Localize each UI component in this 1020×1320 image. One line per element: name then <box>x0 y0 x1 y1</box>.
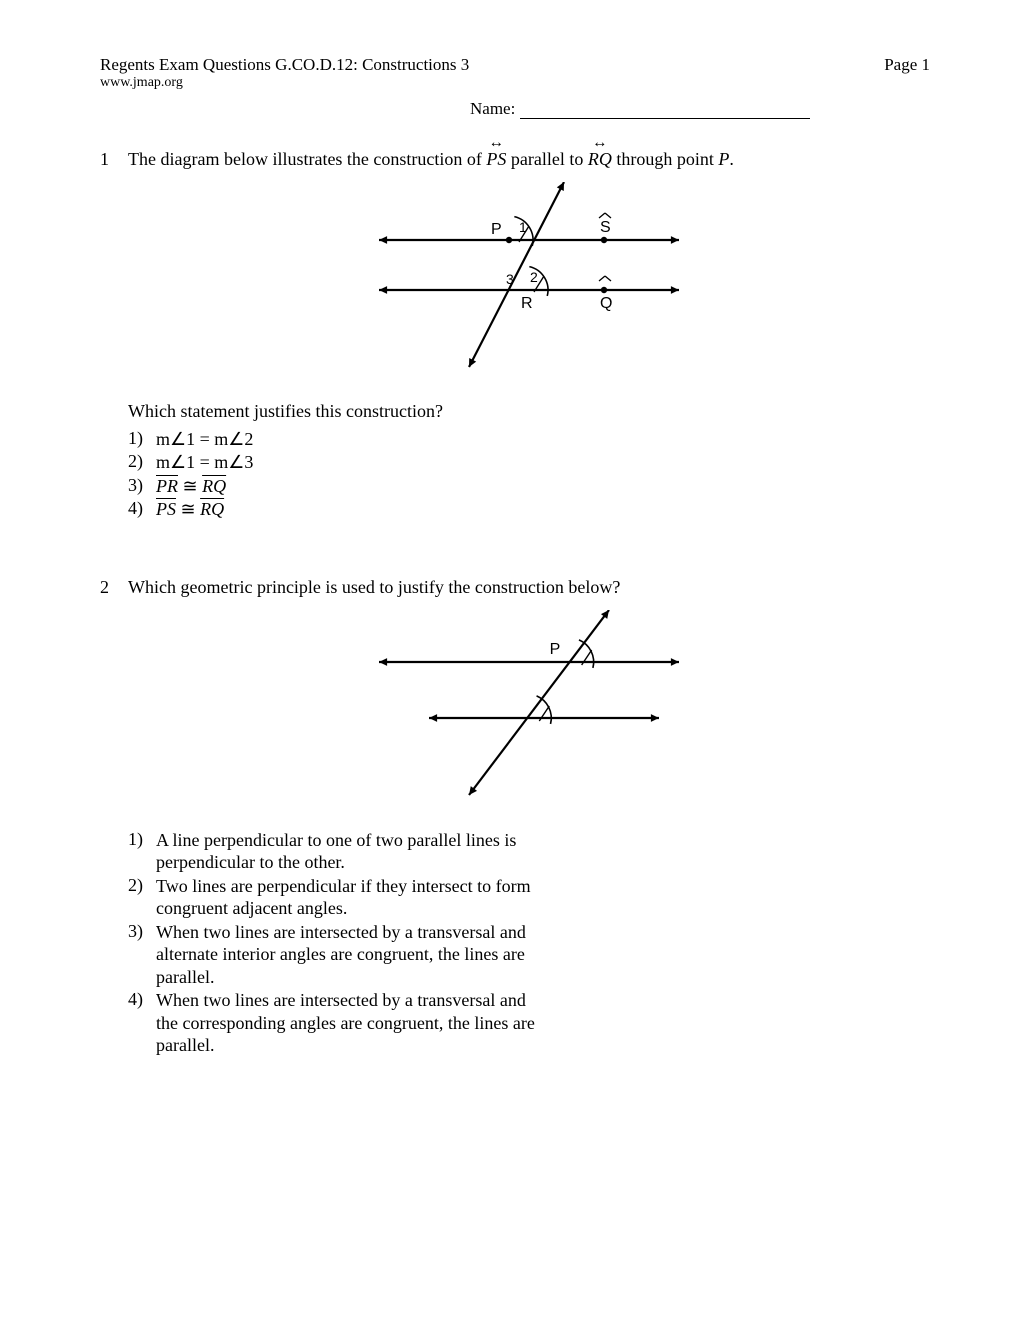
q2-choice-4: 4) When two lines are intersected by a t… <box>128 989 548 1057</box>
q1-c4-b: RQ <box>200 499 224 519</box>
q2-c1-num: 1) <box>128 829 156 850</box>
q2-choice-3: 3) When two lines are intersected by a t… <box>128 921 548 989</box>
q2-body: Which geometric principle is used to jus… <box>128 577 930 1058</box>
svg-text:P: P <box>550 641 561 658</box>
header-site: www.jmap.org <box>100 75 469 91</box>
name-label: Name: <box>470 99 515 118</box>
q2-choice-2: 2) Two lines are perpendicular if they i… <box>128 875 548 920</box>
header-title: Regents Exam Questions G.CO.D.12: Constr… <box>100 55 469 75</box>
q1-c4-a: PS <box>156 499 176 519</box>
svg-text:1: 1 <box>519 219 527 235</box>
q1-c3-mid: ≅ <box>178 476 202 496</box>
q1-choice-4: 4) PS ≅ RQ <box>128 498 548 521</box>
q2-c4-num: 4) <box>128 989 156 1010</box>
header-left: Regents Exam Questions G.CO.D.12: Constr… <box>100 55 469 91</box>
svg-text:2: 2 <box>530 269 538 285</box>
q1-c2-num: 2) <box>128 451 156 472</box>
q1-c4-text: PS ≅ RQ <box>156 498 548 521</box>
q1-pointP: P <box>718 149 729 169</box>
q2-choices: 1) A line perpendicular to one of two pa… <box>128 829 930 1057</box>
q1-svg: P S R Q 1 23 <box>349 182 709 382</box>
q2-c3-num: 3) <box>128 921 156 942</box>
q1-c2-text: m∠1 = m∠3 <box>156 451 548 474</box>
q2-c3-text: When two lines are intersected by a tran… <box>156 921 548 989</box>
q1-c4-num: 4) <box>128 498 156 519</box>
q2-stem: Which geometric principle is used to jus… <box>128 577 930 598</box>
q2-c1-text: A line perpendicular to one of two paral… <box>156 829 548 874</box>
svg-text:Q: Q <box>600 295 612 312</box>
q1-PS: PS <box>486 149 506 170</box>
q1-choice-3: 3) PR ≅ RQ <box>128 475 548 498</box>
name-line: Name: <box>100 99 930 119</box>
q2-c2-num: 2) <box>128 875 156 896</box>
svg-text:P: P <box>491 221 502 238</box>
q1-stem-end: . <box>729 149 734 169</box>
q1-stem-mid: parallel to <box>506 149 587 169</box>
q2-choice-1: 1) A line perpendicular to one of two pa… <box>128 829 548 874</box>
q1-c3-a: PR <box>156 476 178 496</box>
svg-text:S: S <box>600 219 611 236</box>
page-header: Regents Exam Questions G.CO.D.12: Constr… <box>100 55 930 91</box>
q1-prompt: Which statement justifies this construct… <box>128 401 930 422</box>
q1-stem-post: through point <box>612 149 719 169</box>
q2-c4-text: When two lines are intersected by a tran… <box>156 989 548 1057</box>
q1-stem-pre: The diagram below illustrates the constr… <box>128 149 486 169</box>
q1-body: The diagram below illustrates the constr… <box>128 149 930 522</box>
q1-c1-num: 1) <box>128 428 156 449</box>
q2-number: 2 <box>100 577 128 598</box>
q1-stem: The diagram below illustrates the constr… <box>128 149 930 170</box>
q2-svg: P <box>349 610 709 810</box>
question-1: 1 The diagram below illustrates the cons… <box>100 149 930 522</box>
q2-figure: P <box>128 610 930 815</box>
q1-number: 1 <box>100 149 128 170</box>
q1-RQ: RQ <box>588 149 612 170</box>
q2-c2-text: Two lines are perpendicular if they inte… <box>156 875 548 920</box>
q1-c3-text: PR ≅ RQ <box>156 475 548 498</box>
q1-c3-b: RQ <box>202 476 226 496</box>
svg-text:R: R <box>521 295 533 312</box>
q1-choice-2: 2) m∠1 = m∠3 <box>128 451 548 474</box>
q1-choices: 1) m∠1 = m∠2 2) m∠1 = m∠3 3) PR ≅ RQ 4) <box>128 428 930 521</box>
q1-choice-1: 1) m∠1 = m∠2 <box>128 428 548 451</box>
svg-text:3: 3 <box>506 271 514 287</box>
q1-c4-mid: ≅ <box>176 499 200 519</box>
name-blank[interactable] <box>520 118 810 119</box>
q1-figure: P S R Q 1 23 <box>128 182 930 387</box>
question-2: 2 Which geometric principle is used to j… <box>100 577 930 1058</box>
q1-c1-text: m∠1 = m∠2 <box>156 428 548 451</box>
header-page: Page 1 <box>884 55 930 75</box>
q1-c3-num: 3) <box>128 475 156 496</box>
